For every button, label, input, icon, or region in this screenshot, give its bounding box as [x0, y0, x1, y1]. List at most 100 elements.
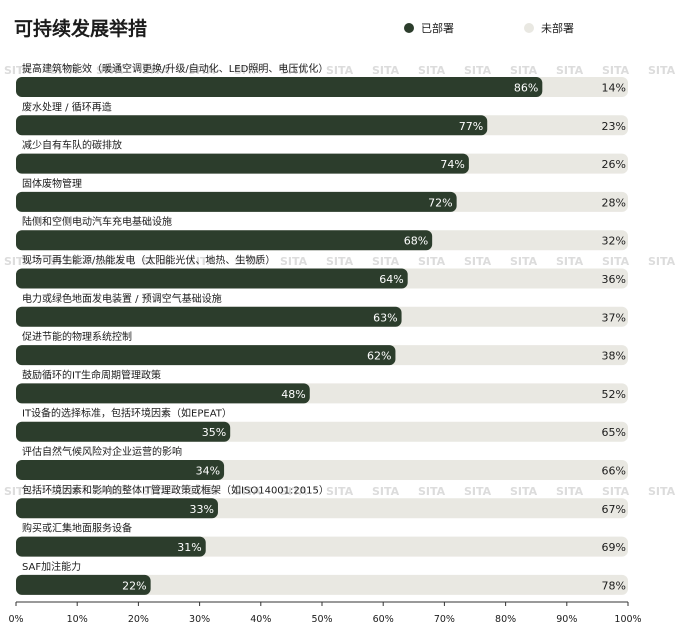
value-label-not-deployed: 32%	[602, 235, 626, 248]
watermark-text: SITA	[648, 485, 676, 498]
watermark-text: SITA	[234, 64, 262, 77]
watermark-text: SITA	[4, 64, 32, 77]
value-label-deployed: 72%	[428, 196, 452, 209]
watermark-text: SITA	[418, 64, 446, 77]
legend-swatch-deployed	[404, 23, 414, 33]
watermark-text: SITA	[602, 485, 630, 498]
bar-deployed	[16, 230, 433, 251]
value-label-not-deployed: 23%	[602, 120, 626, 133]
watermark-text: SITA	[418, 485, 446, 498]
category-label: 现场可再生能源/热能发电（太阳能光伏、地热、生物质）	[22, 254, 275, 267]
value-label-not-deployed: 28%	[602, 196, 626, 209]
value-label-deployed: 22%	[122, 579, 146, 592]
watermark-text: SITA	[96, 255, 124, 268]
category-label: 购买或汇集地面服务设备	[22, 522, 132, 535]
value-label-deployed: 86%	[514, 82, 538, 95]
value-label-deployed: 64%	[379, 273, 403, 286]
value-label-not-deployed: 36%	[602, 273, 626, 286]
category-label: 评估自然气候风险对企业运营的影响	[22, 445, 182, 458]
watermark-text: SITA	[280, 255, 308, 268]
watermark-text: SITA	[188, 485, 216, 498]
bar-deployed	[16, 498, 218, 519]
category-label: 包括环境因素和影响的整体IT管理政策或框架（如ISO14001:2015）	[22, 483, 329, 496]
value-label-not-deployed: 65%	[602, 426, 626, 439]
category-label: IT设备的选择标准，包括环境因素（如EPEAT）	[22, 407, 232, 420]
category-label: 促进节能的物理系统控制	[22, 330, 132, 343]
x-tick-label: 40%	[250, 614, 271, 625]
x-tick-label: 70%	[434, 614, 455, 625]
value-label-not-deployed: 69%	[602, 541, 626, 554]
legend-swatch-not-deployed	[524, 23, 534, 33]
watermark-text: SITA	[510, 485, 538, 498]
x-tick-label: 50%	[311, 614, 332, 625]
value-label-deployed: 48%	[281, 388, 305, 401]
watermark-text: SITA	[280, 64, 308, 77]
bar-deployed	[16, 421, 231, 442]
bar-deployed	[16, 115, 488, 136]
value-label-not-deployed: 38%	[602, 350, 626, 363]
value-label-not-deployed: 26%	[602, 158, 626, 171]
chart-title: 可持续发展举措	[14, 18, 148, 40]
x-tick-label: 20%	[128, 614, 149, 625]
watermark-text: SITA	[556, 64, 584, 77]
watermark-text: SITA	[50, 64, 78, 77]
watermark-text: SITA	[326, 255, 354, 268]
watermark-text: SITA	[648, 255, 676, 268]
x-tick-label: 100%	[614, 614, 641, 625]
bar-deployed	[16, 153, 469, 174]
value-label-not-deployed: 37%	[602, 311, 626, 324]
watermark-text: SITA	[372, 64, 400, 77]
watermark-text: SITA	[464, 485, 492, 498]
value-label-deployed: 33%	[190, 503, 214, 516]
bar-deployed	[16, 191, 457, 212]
value-label-deployed: 68%	[404, 235, 428, 248]
value-label-deployed: 62%	[367, 350, 391, 363]
watermark-text: SITA	[464, 64, 492, 77]
value-label-deployed: 35%	[202, 426, 226, 439]
category-label: 减少自有车队的碳排放	[22, 139, 122, 152]
value-label-not-deployed: 67%	[602, 503, 626, 516]
watermark-text: SITA	[142, 485, 170, 498]
watermark-text: SITA	[418, 255, 446, 268]
category-label: 废水处理 / 循环再造	[22, 100, 112, 113]
category-label: 电力或绿色地面发电装置 / 预调空气基础设施	[22, 292, 222, 305]
x-tick-label: 10%	[67, 614, 88, 625]
watermark-text: SITA	[188, 255, 216, 268]
watermark-text: SITA	[556, 485, 584, 498]
watermark-text: SITA	[510, 64, 538, 77]
value-label-deployed: 77%	[459, 120, 483, 133]
bar-deployed	[16, 77, 543, 97]
bar-deployed	[16, 574, 151, 595]
watermark-text: SITA	[4, 485, 32, 498]
category-label: 陆侧和空侧电动汽车充电基础设施	[22, 215, 172, 228]
watermark-text: SITA	[556, 255, 584, 268]
watermark-text: SITA	[602, 64, 630, 77]
watermark-text: SITA	[50, 255, 78, 268]
value-label-deployed: 31%	[177, 541, 201, 554]
watermark-text: SITA	[50, 485, 78, 498]
x-tick-label: 0%	[8, 614, 23, 625]
watermark-text: SITA	[142, 255, 170, 268]
category-label: 固体废物管理	[22, 177, 82, 190]
value-label-not-deployed: 66%	[602, 465, 626, 478]
value-label-not-deployed: 14%	[602, 82, 626, 95]
watermark-text: SITA	[234, 255, 262, 268]
x-tick-label: 80%	[495, 614, 516, 625]
watermark-text: SITA	[326, 64, 354, 77]
watermark-text: SITA	[280, 485, 308, 498]
watermark-text: SITA	[142, 64, 170, 77]
watermark-group: SITA SITA SITA SITA SITA SITA SITA SITA SITA SITA…	[4, 64, 676, 498]
watermark-text: SITA	[96, 485, 124, 498]
watermark-text: SITA	[648, 64, 676, 77]
watermark-text: SITA	[234, 485, 262, 498]
value-label-not-deployed: 78%	[602, 579, 626, 592]
value-label-deployed: 74%	[440, 158, 464, 171]
legend-item-deployed: 已部署	[404, 20, 454, 36]
x-tick-label: 90%	[556, 614, 577, 625]
x-tick-label: 30%	[189, 614, 210, 625]
legend-label-not-deployed: 未部署	[541, 22, 574, 35]
category-label: 鼓励循环的IT生命周期管理政策	[22, 368, 161, 381]
bar-deployed	[16, 460, 225, 480]
legend-label-deployed: 已部署	[421, 22, 454, 35]
